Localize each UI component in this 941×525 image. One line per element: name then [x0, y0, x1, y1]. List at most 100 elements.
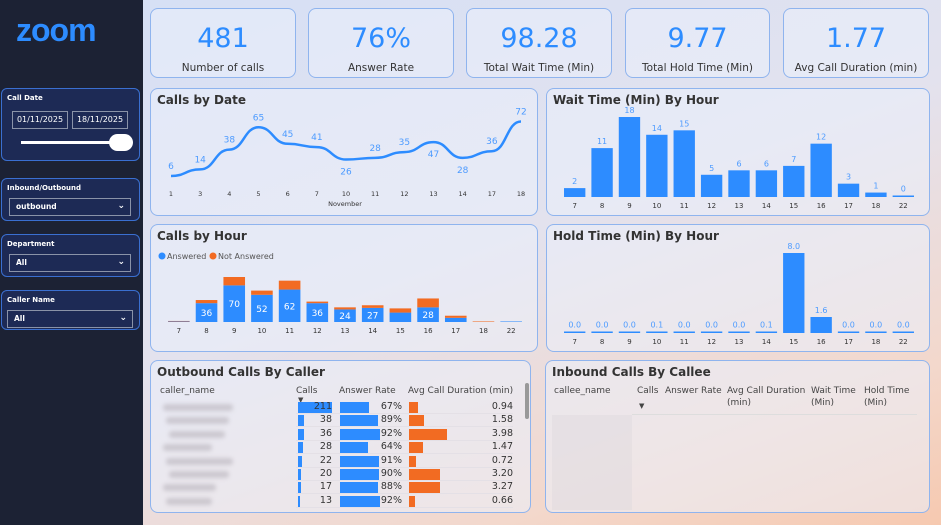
- data-label: 24: [339, 312, 351, 322]
- col-header-caller-name[interactable]: caller_name: [160, 386, 215, 396]
- bar: [810, 317, 832, 333]
- col-header-answer-rate[interactable]: Answer Rate: [339, 386, 396, 396]
- x-tick-label: 17: [488, 190, 496, 198]
- x-axis-title: November: [328, 200, 362, 208]
- row-divider: [296, 493, 513, 495]
- calls-by-hour-chart: Answered Not Answered 7 36 8 70 9 52 10 62 11 36 12 2…: [158, 252, 522, 335]
- row-divider: [296, 426, 513, 428]
- table-row[interactable]: 28 64% 1.47: [151, 441, 521, 455]
- x-tick-label: 14: [762, 202, 771, 210]
- bar-not-answered: [306, 301, 329, 304]
- table-row[interactable]: 211 67% 0.94: [151, 401, 521, 414]
- bar: [728, 331, 750, 333]
- calls-value: 36: [319, 427, 332, 439]
- x-tick-label: 13: [735, 338, 744, 346]
- bar: [837, 183, 860, 197]
- avg-duration-bar: [409, 442, 424, 454]
- col-header-avg-duration[interactable]: Avg Call Duration (min): [727, 386, 806, 408]
- direction-dropdown[interactable]: outbound ⌄: [9, 198, 131, 216]
- col-header-calls[interactable]: Calls: [637, 386, 659, 396]
- col-header-wait-time[interactable]: Wait Time (Min): [811, 386, 856, 408]
- bar-not-answered: [472, 321, 495, 322]
- data-label: 65: [253, 113, 264, 123]
- table-row[interactable]: 17 88% 3.27: [151, 481, 521, 495]
- bar: [673, 331, 695, 333]
- data-label: 27: [367, 311, 378, 321]
- x-tick-label: 12: [313, 327, 322, 335]
- start-date-input[interactable]: 01/11/2025: [12, 111, 68, 129]
- date-slider-handle[interactable]: [109, 134, 133, 151]
- answer-rate-bar: [340, 415, 379, 427]
- data-label: 0.0: [678, 321, 691, 330]
- row-divider: [296, 480, 513, 481]
- bar-answered: [444, 317, 467, 322]
- kpi-answer-rate: 76% Answer Rate: [308, 8, 454, 78]
- x-tick-label: 11: [371, 190, 379, 198]
- data-label: 28: [457, 166, 469, 176]
- wait-time-chart: 2711818914101511512613614715121631711802…: [564, 106, 914, 210]
- table-row[interactable]: 38 89% 1.58: [151, 414, 521, 428]
- inbound-table-card: Inbound Calls By Callee callee_name Call…: [545, 360, 930, 513]
- col-header-hold-time[interactable]: Hold Time (Min): [864, 386, 910, 408]
- data-label: 0.0: [870, 321, 883, 330]
- x-tick-label: 14: [368, 327, 377, 335]
- kpi-total-wait-time: 98.28 Total Wait Time (Min): [466, 8, 612, 78]
- call-date-slicer: Call Date 01/11/2025 18/11/2025: [1, 88, 140, 161]
- x-tick-label: 10: [652, 202, 661, 210]
- x-tick-label: 22: [899, 338, 908, 346]
- col-header-callee-name[interactable]: callee_name: [554, 386, 611, 396]
- table-row[interactable]: 22 91% 0.72: [151, 455, 521, 468]
- x-tick-label: 17: [451, 327, 460, 335]
- x-tick-label: 8: [600, 338, 604, 346]
- col-header-answer-rate[interactable]: Answer Rate: [665, 386, 722, 396]
- col-header-avg-duration[interactable]: Avg Call Duration (min): [408, 386, 514, 396]
- direction-slicer: Inbound/Outbound outbound ⌄: [1, 178, 140, 221]
- x-tick-label: 7: [572, 202, 576, 210]
- chart-title: Calls by Hour: [157, 229, 247, 243]
- avg-duration-value: 3.20: [491, 468, 513, 479]
- bar: [892, 195, 914, 197]
- bar: [755, 331, 778, 333]
- kpi-label: Number of calls: [181, 62, 265, 74]
- department-dropdown[interactable]: All ⌄: [9, 254, 131, 272]
- bar: [810, 143, 832, 197]
- calls-bar: [298, 495, 301, 507]
- avg-duration-value: 3.27: [491, 481, 513, 493]
- data-label: 36: [312, 309, 324, 319]
- data-label: 70: [229, 300, 241, 310]
- data-label: 6: [764, 159, 769, 168]
- chart-title: Calls by Date: [157, 93, 246, 107]
- x-tick-label: 9: [232, 327, 236, 335]
- table-scrollbar[interactable]: [525, 383, 529, 419]
- calls-value: 28: [319, 441, 332, 453]
- date-slider-track[interactable]: [21, 141, 121, 144]
- table-row[interactable]: 20 90% 3.20: [151, 468, 521, 481]
- avg-duration-value: 3.98: [491, 427, 513, 439]
- data-label: 0.0: [568, 321, 581, 330]
- x-tick-label: 5: [256, 190, 260, 198]
- col-header-calls[interactable]: Calls: [296, 386, 318, 396]
- bar-not-answered: [334, 307, 356, 310]
- table-title: Outbound Calls By Caller: [157, 365, 325, 379]
- hold-time-card: Hold Time (Min) By Hour 0.0 7 0.0 8 0.0 9 0.1 10…: [546, 224, 930, 352]
- end-date-input[interactable]: 18/11/2025: [72, 111, 128, 129]
- x-tick-label: 1: [169, 190, 173, 198]
- chart-title: Hold Time (Min) By Hour: [553, 229, 719, 243]
- x-tick-label: 12: [400, 190, 408, 198]
- avg-duration-value: 0.94: [491, 401, 513, 412]
- caller-name-dropdown[interactable]: All ⌄: [7, 310, 133, 328]
- department-label: Department: [7, 240, 55, 248]
- table-row[interactable]: 36 92% 3.98: [151, 428, 521, 441]
- kpi-label: Total Hold Time (Min): [642, 62, 753, 74]
- answer-rate-value: 92%: [380, 494, 402, 506]
- table-row[interactable]: 13 92% 0.66: [151, 495, 521, 508]
- bar-answered: [389, 312, 412, 322]
- calls-bar: [298, 442, 303, 454]
- x-tick-label: 14: [762, 338, 771, 346]
- bar-not-answered: [444, 315, 467, 318]
- caller-name-redacted: [166, 457, 233, 465]
- bar-not-answered: [278, 280, 301, 290]
- kpi-avg-call-duration: 1.77 Avg Call Duration (min): [783, 8, 929, 78]
- kpi-value: 481: [197, 23, 249, 54]
- x-tick-label: 7: [315, 190, 319, 198]
